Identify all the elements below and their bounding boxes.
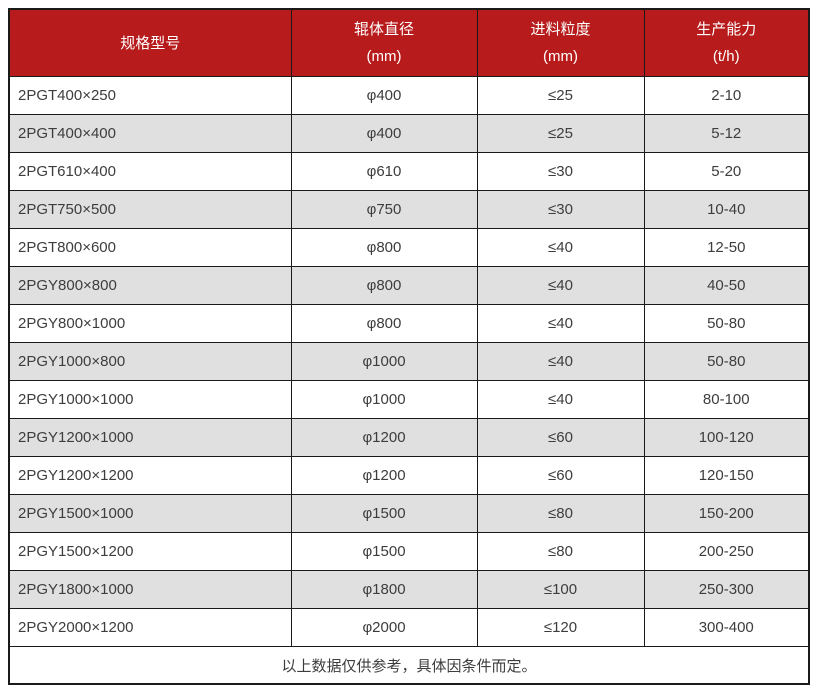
model-cell: 2PGY800×800 [8,266,292,305]
capacity-cell: 200-250 [643,532,810,571]
col-header-capacity-label: 生产能力 [696,21,757,38]
capacity-cell: 300-400 [643,608,810,647]
diameter-cell: φ610 [290,152,478,191]
capacity-cell: 5-12 [643,114,810,153]
model-cell: 2PGT400×250 [8,76,292,115]
col-header-diameter-unit: (mm) [366,48,402,65]
table-row: 2PGY1000×800 φ1000 ≤40 50-80 [8,342,810,381]
feed-size-cell: ≤40 [476,304,645,343]
capacity-cell: 80-100 [643,380,810,419]
model-cell: 2PGT610×400 [8,152,292,191]
table-row: 2PGY800×1000 φ800 ≤40 50-80 [8,304,810,343]
col-header-diameter: 辊体直径 (mm) [290,8,478,77]
capacity-cell: 5-20 [643,152,810,191]
model-cell: 2PGT400×400 [8,114,292,153]
feed-size-cell: ≤30 [476,190,645,229]
footer-row: 以上数据仅供参考，具体因条件而定。 [8,646,810,685]
table-row: 2PGY1500×1200 φ1500 ≤80 200-250 [8,532,810,571]
capacity-cell: 150-200 [643,494,810,533]
feed-size-cell: ≤120 [476,608,645,647]
model-cell: 2PGY800×1000 [8,304,292,343]
table-row: 2PGT750×500 φ750 ≤30 10-40 [8,190,810,229]
table-row: 2PGT400×250 φ400 ≤25 2-10 [8,76,810,115]
feed-size-cell: ≤40 [476,342,645,381]
feed-size-cell: ≤60 [476,456,645,495]
table-row: 2PGY1800×1000 φ1800 ≤100 250-300 [8,570,810,609]
diameter-cell: φ400 [290,76,478,115]
capacity-cell: 2-10 [643,76,810,115]
model-cell: 2PGT800×600 [8,228,292,267]
table-row: 2PGY800×800 φ800 ≤40 40-50 [8,266,810,305]
feed-size-cell: ≤60 [476,418,645,457]
feed-size-cell: ≤40 [476,380,645,419]
diameter-cell: φ1200 [290,418,478,457]
capacity-cell: 100-120 [643,418,810,457]
col-header-diameter-label: 辊体直径 [353,21,414,38]
diameter-cell: φ1000 [290,380,478,419]
diameter-cell: φ1800 [290,570,478,609]
table-footnote: 以上数据仅供参考，具体因条件而定。 [8,646,810,685]
col-header-capacity-unit: (t/h) [712,48,740,65]
col-header-model-label: 规格型号 [120,34,181,52]
diameter-cell: φ1500 [290,532,478,571]
table-row: 2PGT800×600 φ800 ≤40 12-50 [8,228,810,267]
model-cell: 2PGY1800×1000 [8,570,292,609]
feed-size-cell: ≤25 [476,76,645,115]
header-row: 规格型号 辊体直径 (mm) 进料粒度 (mm) 生产能力 (t/h) [8,8,810,77]
capacity-cell: 50-80 [643,342,810,381]
model-cell: 2PGY1000×800 [8,342,292,381]
capacity-cell: 12-50 [643,228,810,267]
feed-size-cell: ≤25 [476,114,645,153]
diameter-cell: φ800 [290,266,478,305]
model-cell: 2PGY1500×1200 [8,532,292,571]
diameter-cell: φ1200 [290,456,478,495]
capacity-cell: 50-80 [643,304,810,343]
model-cell: 2PGY1200×1000 [8,418,292,457]
feed-size-cell: ≤80 [476,532,645,571]
diameter-cell: φ800 [290,304,478,343]
model-cell: 2PGY2000×1200 [8,608,292,647]
feed-size-cell: ≤100 [476,570,645,609]
col-header-model: 规格型号 [8,8,292,77]
feed-size-cell: ≤80 [476,494,645,533]
diameter-cell: φ1000 [290,342,478,381]
capacity-cell: 250-300 [643,570,810,609]
table-row: 2PGY1200×1000 φ1200 ≤60 100-120 [8,418,810,457]
model-cell: 2PGY1000×1000 [8,380,292,419]
spec-table: 规格型号 辊体直径 (mm) 进料粒度 (mm) 生产能力 (t/h) 2PGT… [8,8,810,685]
model-cell: 2PGY1500×1000 [8,494,292,533]
capacity-cell: 40-50 [643,266,810,305]
feed-size-cell: ≤40 [476,228,645,267]
diameter-cell: φ750 [290,190,478,229]
table-row: 2PGY2000×1200 φ2000 ≤120 300-400 [8,608,810,647]
diameter-cell: φ400 [290,114,478,153]
diameter-cell: φ1500 [290,494,478,533]
col-header-feed-size-label: 进料粒度 [530,21,591,38]
capacity-cell: 120-150 [643,456,810,495]
col-header-feed-size-unit: (mm) [543,48,578,65]
model-cell: 2PGT750×500 [8,190,292,229]
col-header-capacity: 生产能力 (t/h) [643,8,810,77]
capacity-cell: 10-40 [643,190,810,229]
diameter-cell: φ2000 [290,608,478,647]
table-row: 2PGY1500×1000 φ1500 ≤80 150-200 [8,494,810,533]
table-row: 2PGT400×400 φ400 ≤25 5-12 [8,114,810,153]
model-cell: 2PGY1200×1200 [8,456,292,495]
table-row: 2PGT610×400 φ610 ≤30 5-20 [8,152,810,191]
feed-size-cell: ≤40 [476,266,645,305]
table-row: 2PGY1000×1000 φ1000 ≤40 80-100 [8,380,810,419]
feed-size-cell: ≤30 [476,152,645,191]
col-header-feed-size: 进料粒度 (mm) [476,8,645,77]
diameter-cell: φ800 [290,228,478,267]
table-row: 2PGY1200×1200 φ1200 ≤60 120-150 [8,456,810,495]
